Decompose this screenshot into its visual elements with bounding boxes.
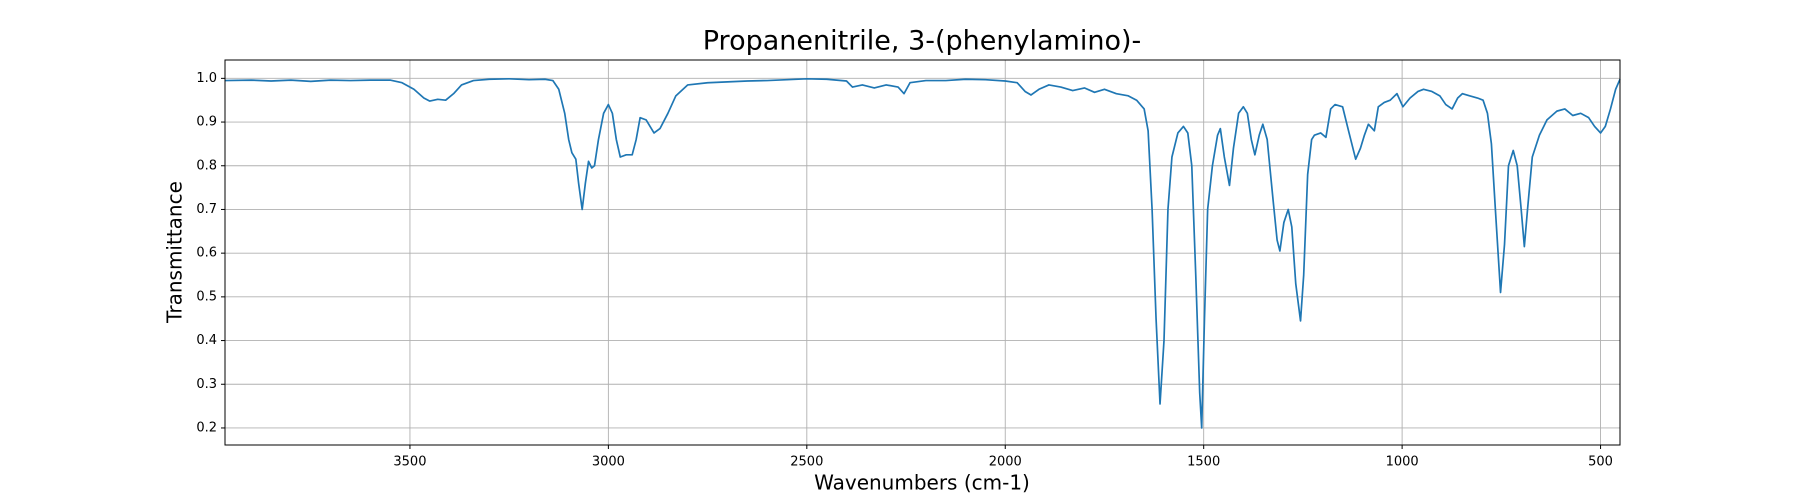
y-tick-label: 1.0 (196, 71, 217, 86)
y-tick-label: 0.5 (196, 289, 217, 304)
spectrum-line (224, 77, 1621, 429)
y-tick-label: 0.3 (196, 377, 217, 392)
y-axis-label: Transmittance (163, 181, 187, 324)
x-axis-label: Wavenumbers (cm-1) (814, 471, 1030, 495)
y-tick-label: 0.9 (196, 115, 217, 130)
x-tick-label: 1500 (1187, 455, 1220, 470)
x-tick-label: 2000 (989, 455, 1022, 470)
x-tick-label: 1000 (1386, 455, 1419, 470)
x-tick-label: 2500 (790, 455, 823, 470)
plot-frame (224, 59, 1621, 446)
y-tick-label: 0.6 (196, 246, 217, 261)
y-tick-label: 0.4 (196, 333, 217, 348)
y-tick-label: 0.2 (196, 420, 217, 435)
x-tick-label: 3000 (592, 455, 625, 470)
x-tick-label: 3500 (393, 455, 426, 470)
chart-title: Propanenitrile, 3-(phenylamino)- (703, 26, 1142, 57)
y-tick-label: 0.8 (196, 158, 217, 173)
x-tick-label: 500 (1588, 455, 1613, 470)
y-tick-label: 0.7 (196, 202, 217, 217)
